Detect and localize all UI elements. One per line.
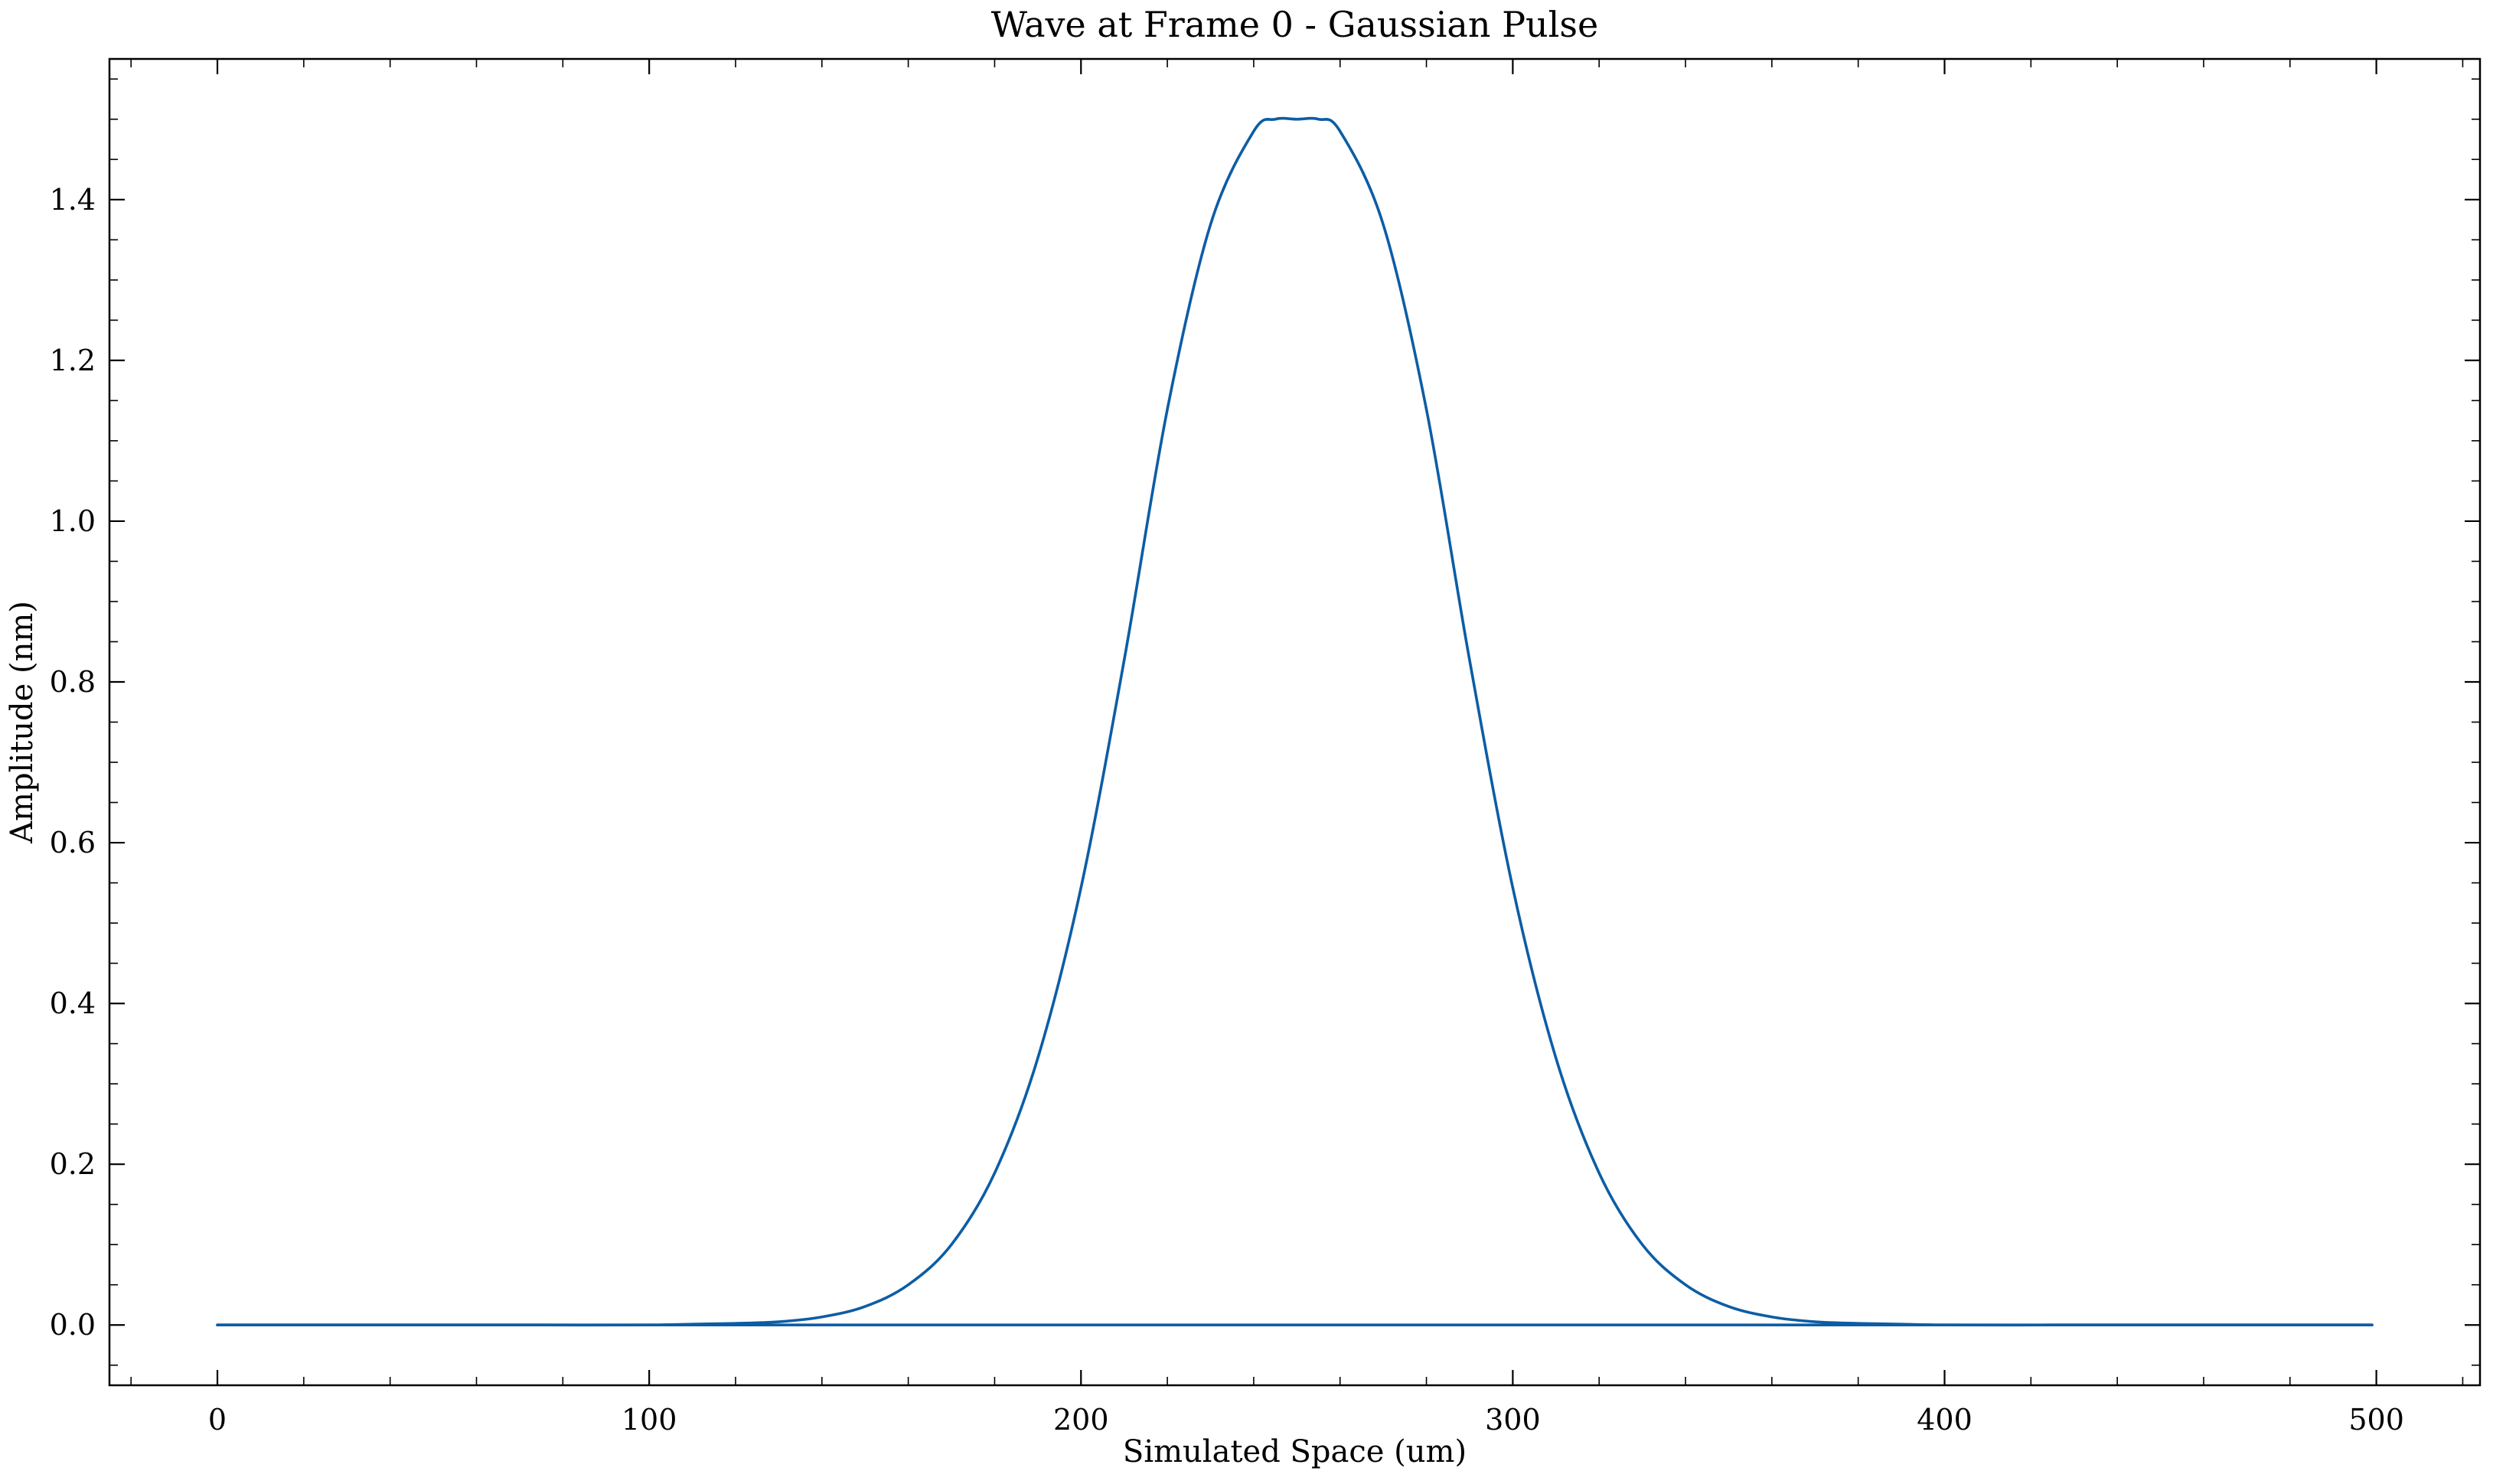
- y-tick-label: 0.6: [50, 826, 96, 859]
- x-tick-label: 400: [1917, 1403, 1973, 1437]
- minor-ticks: [109, 59, 2480, 1385]
- y-tick-label: 1.4: [50, 183, 96, 217]
- x-axis-label: Simulated Space (um): [1123, 1434, 1467, 1469]
- series-layer: [216, 116, 2374, 1327]
- y-tick-label: 1.0: [50, 504, 96, 538]
- major-ticks: [109, 59, 2480, 1385]
- x-tick-label: 300: [1485, 1403, 1541, 1437]
- y-tick-label: 0.8: [50, 665, 96, 699]
- chart-title: Wave at Frame 0 - Gaussian Pulse: [991, 4, 1598, 45]
- y-tick-label: 0.2: [50, 1147, 96, 1181]
- y-axis-label: Amplitude (nm): [5, 601, 40, 844]
- series-line-gaussian: [216, 116, 2374, 1327]
- x-tick-label: 500: [2348, 1403, 2404, 1437]
- x-tick-label: 0: [208, 1403, 227, 1437]
- plot-frame: [108, 57, 2482, 1387]
- y-tick-label: 1.2: [50, 344, 96, 377]
- x-tick-label: 200: [1053, 1403, 1109, 1437]
- tick-labels: 0 100 200 300 400 500 0.0 0.2 0.4 0.6 0.8 1.0 1.2 1.4: [50, 183, 2404, 1437]
- x-tick-label: 100: [622, 1403, 677, 1437]
- y-tick-label: 0.4: [50, 987, 96, 1020]
- y-tick-label: 0.0: [50, 1308, 96, 1342]
